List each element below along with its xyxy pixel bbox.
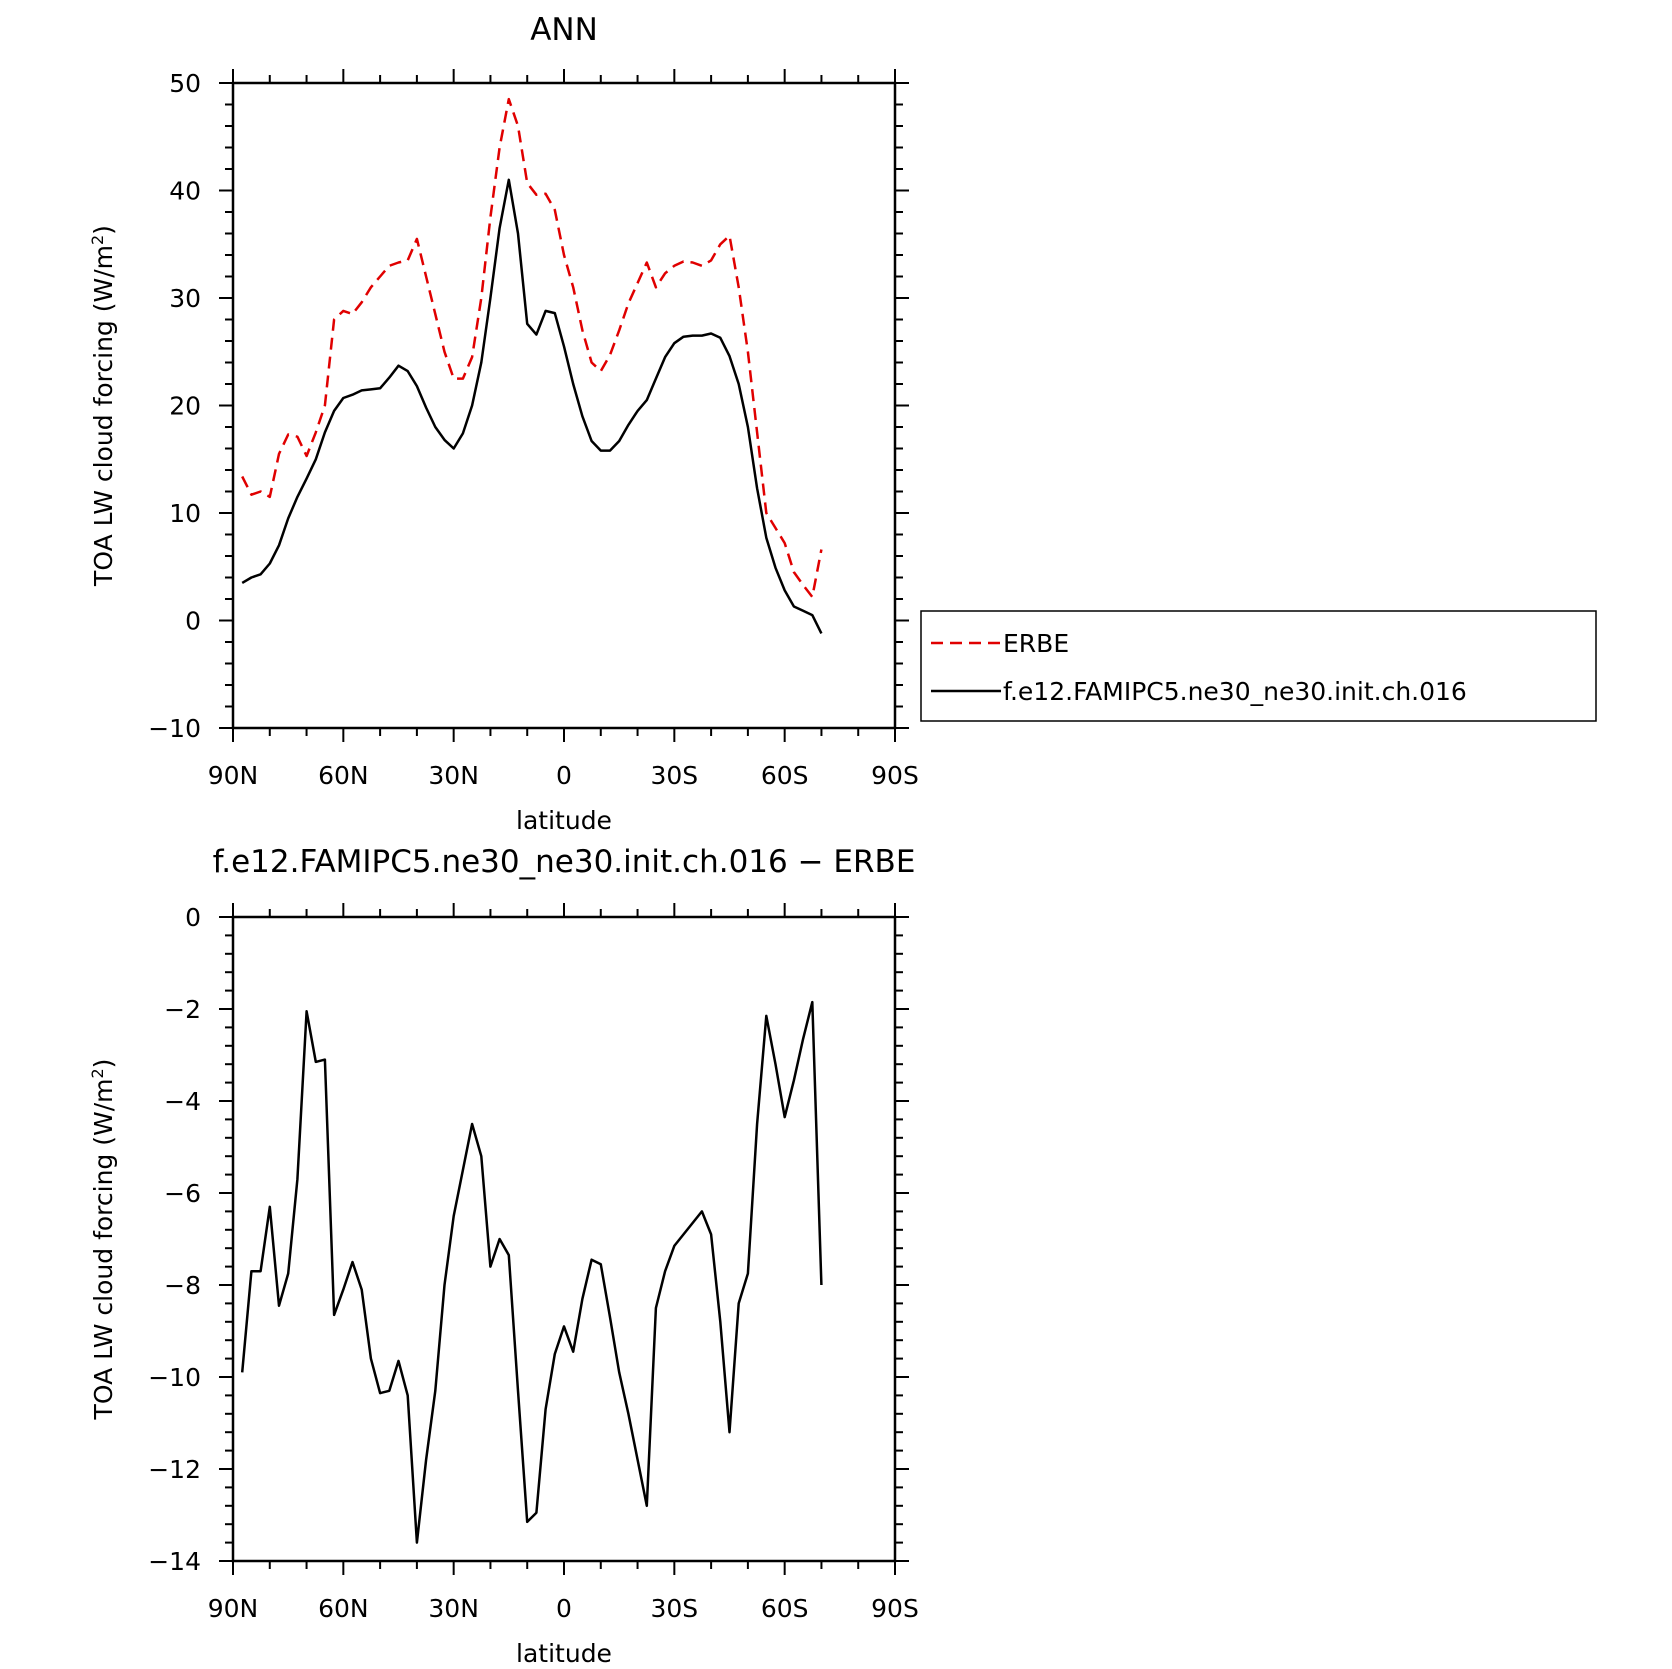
series-line-erbe bbox=[241, 97, 823, 599]
series-line-f-e12-famipc5-ne30-ne30-init-ch-016 bbox=[241, 178, 823, 634]
y-tick-label: 0 bbox=[185, 903, 201, 932]
legend-box bbox=[920, 610, 1597, 722]
series-line-difference bbox=[240, 1000, 823, 1544]
y-tick-label: 10 bbox=[169, 499, 201, 528]
x-tick-label: 90S bbox=[871, 1594, 919, 1623]
x-tick-label: 0 bbox=[556, 761, 572, 790]
legend-label: f.e12.FAMIPC5.ne30_ne30.init.ch.016 bbox=[1003, 677, 1467, 706]
y-tick-label: −10 bbox=[148, 1363, 201, 1392]
legend: ERBE f.e12.FAMIPC5.ne30_ne30.init.ch.016 bbox=[920, 610, 1597, 722]
chart-panel-1: ANN 90N 60N 30N 0 30S 60S 90S −10 0 10 20 30 40 50 lati… bbox=[88, 12, 919, 835]
x-tick-label: 60S bbox=[761, 761, 809, 790]
chart-panel-2: f.e12.FAMIPC5.ne30_ne30.init.ch.016 − ER… bbox=[88, 844, 919, 1668]
y-tick-label: 30 bbox=[169, 284, 201, 313]
y-axis-title: TOA LW cloud forcing (W/m2) bbox=[88, 225, 118, 587]
y-tick-label: −14 bbox=[148, 1547, 201, 1576]
x-tick-label: 60N bbox=[318, 761, 369, 790]
x-tick-label: 90N bbox=[208, 761, 259, 790]
x-tick-label: 90S bbox=[871, 761, 919, 790]
y-axis-title: TOA LW cloud forcing (W/m2) bbox=[88, 1059, 118, 1421]
x-axis-title: latitude bbox=[516, 1639, 612, 1668]
x-tick-label: 0 bbox=[556, 1594, 572, 1623]
chart-title: ANN bbox=[530, 12, 598, 48]
x-tick-label: 30N bbox=[428, 1594, 479, 1623]
y-tick-label: 0 bbox=[185, 607, 201, 636]
x-tick-label: 60S bbox=[761, 1594, 809, 1623]
y-tick-label: −10 bbox=[148, 714, 201, 743]
x-tick-label: 30N bbox=[428, 761, 479, 790]
y-tick-label: 50 bbox=[169, 69, 201, 98]
y-tick-label: −6 bbox=[164, 1179, 201, 1208]
x-tick-label: 90N bbox=[208, 1594, 259, 1623]
x-axis-title: latitude bbox=[516, 806, 612, 835]
y-tick-label: 40 bbox=[169, 177, 201, 206]
x-tick-label: 30S bbox=[650, 1594, 698, 1623]
x-tick-label: 60N bbox=[318, 1594, 369, 1623]
y-tick-label: 20 bbox=[169, 392, 201, 421]
y-tick-label: −8 bbox=[164, 1271, 201, 1300]
x-tick-label: 30S bbox=[650, 761, 698, 790]
chart-title: f.e12.FAMIPC5.ne30_ne30.init.ch.016 − ER… bbox=[213, 844, 916, 880]
plot-frame bbox=[231, 81, 897, 730]
legend-label: ERBE bbox=[1003, 629, 1069, 658]
y-tick-label: −4 bbox=[164, 1087, 201, 1116]
y-tick-label: −2 bbox=[164, 995, 201, 1024]
y-tick-label: −12 bbox=[148, 1455, 201, 1484]
